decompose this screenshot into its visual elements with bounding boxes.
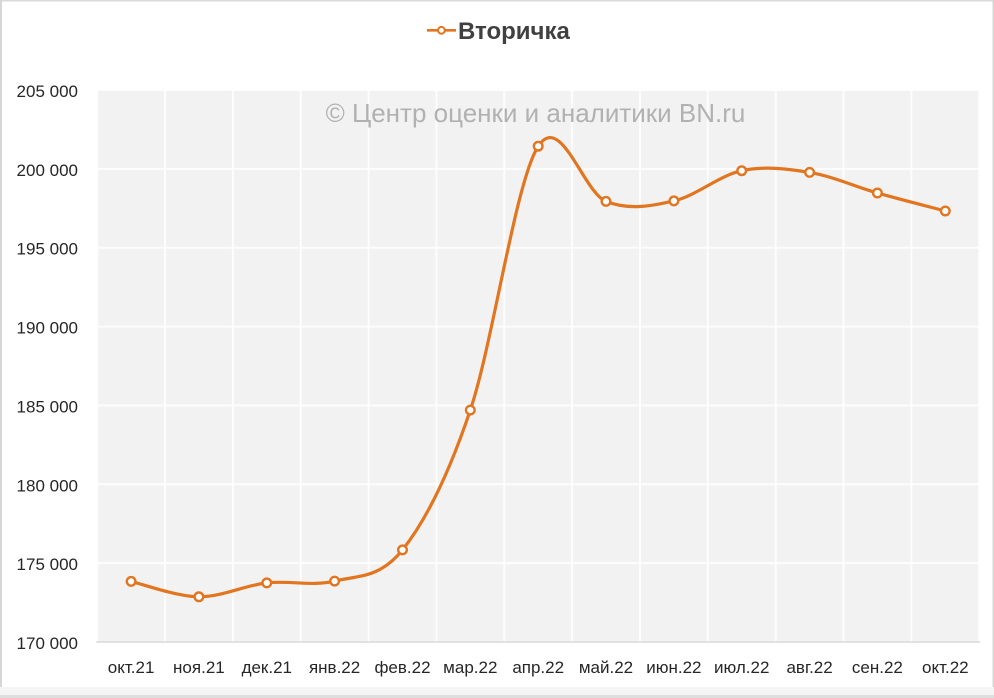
- svg-text:янв.22: янв.22: [309, 658, 360, 677]
- svg-text:сен.22: сен.22: [852, 658, 903, 677]
- svg-text:июл.22: июл.22: [714, 658, 769, 677]
- svg-text:180 000: 180 000: [17, 476, 78, 495]
- svg-text:май.22: май.22: [579, 658, 633, 677]
- svg-text:июн.22: июн.22: [646, 658, 701, 677]
- svg-text:© Центр оценки и аналитики BN.: © Центр оценки и аналитики BN.ru: [326, 98, 746, 128]
- svg-text:170 000: 170 000: [17, 634, 78, 653]
- svg-text:205 000: 205 000: [17, 82, 78, 101]
- svg-text:185 000: 185 000: [17, 397, 78, 416]
- svg-text:мар.22: мар.22: [443, 658, 497, 677]
- svg-text:190 000: 190 000: [17, 319, 78, 338]
- svg-text:апр.22: апр.22: [512, 658, 564, 677]
- svg-text:дек.21: дек.21: [242, 658, 292, 677]
- svg-text:200 000: 200 000: [17, 161, 78, 180]
- svg-text:авг.22: авг.22: [786, 658, 832, 677]
- svg-text:195 000: 195 000: [17, 240, 78, 259]
- svg-text:175 000: 175 000: [17, 555, 78, 574]
- svg-text:Вторичка: Вторичка: [458, 18, 570, 45]
- svg-text:фев.22: фев.22: [374, 658, 430, 677]
- svg-text:окт.22: окт.22: [922, 658, 969, 677]
- svg-text:ноя.21: ноя.21: [173, 658, 225, 677]
- svg-text:окт.21: окт.21: [108, 658, 155, 677]
